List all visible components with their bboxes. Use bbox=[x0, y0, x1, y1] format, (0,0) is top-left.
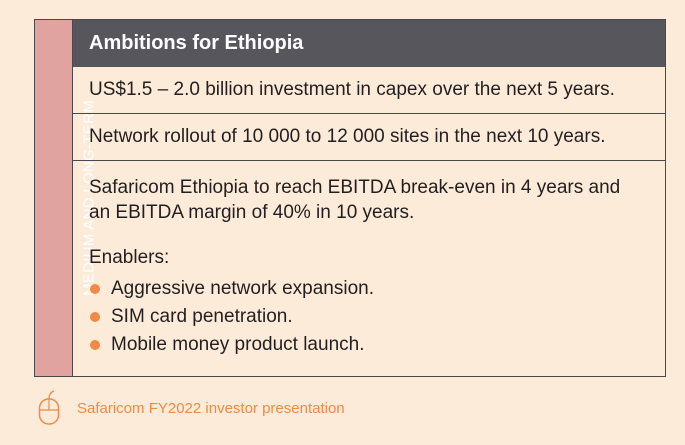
enabler-text: Aggressive network expansion. bbox=[111, 278, 374, 299]
ebitda-line-1: Safaricom Ethiopia to reach EBITDA break… bbox=[89, 177, 621, 198]
enablers-list: Aggressive network expansion. SIM card p… bbox=[89, 275, 665, 359]
ambitions-panel: MEDIUM AND LONG-TERM Ambitions for Ethio… bbox=[34, 19, 666, 377]
bullet-icon bbox=[90, 340, 100, 350]
panel-title: Ambitions for Ethiopia bbox=[73, 20, 665, 67]
list-item: Mobile money product launch. bbox=[89, 331, 665, 359]
mouse-icon bbox=[38, 390, 60, 425]
enabler-text: SIM card penetration. bbox=[111, 306, 293, 327]
bullet-icon bbox=[90, 312, 100, 322]
ebitda-row: Safaricom Ethiopia to reach EBITDA break… bbox=[73, 161, 665, 376]
enabler-text: Mobile money product launch. bbox=[111, 334, 365, 355]
ebitda-line-2: an EBITDA margin of 40% in 10 years. bbox=[89, 202, 415, 223]
capex-row: US$1.5 – 2.0 billion investment in capex… bbox=[73, 67, 665, 114]
source-footer: Safaricom FY2022 investor presentation bbox=[38, 388, 345, 428]
source-text: Safaricom FY2022 investor presentation bbox=[77, 399, 345, 417]
side-bar: MEDIUM AND LONG-TERM bbox=[35, 20, 97, 376]
enablers-title: Enablers: bbox=[89, 247, 170, 268]
list-item: Aggressive network expansion. bbox=[89, 275, 665, 303]
list-item: SIM card penetration. bbox=[89, 303, 665, 331]
bullet-icon bbox=[90, 284, 100, 294]
network-row: Network rollout of 10 000 to 12 000 site… bbox=[73, 114, 665, 161]
